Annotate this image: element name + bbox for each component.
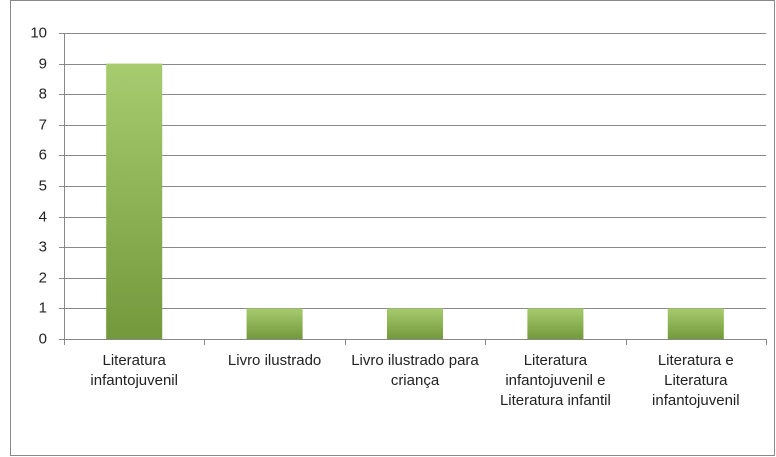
y-tick-label: 3 bbox=[39, 238, 47, 255]
y-tick-label: 8 bbox=[39, 85, 47, 102]
x-tick-label: Literatura infantojuvenil e Literatura i… bbox=[499, 352, 611, 409]
bar-shade bbox=[106, 63, 163, 339]
y-tick-label: 9 bbox=[39, 55, 47, 72]
bar-shade bbox=[667, 308, 724, 339]
x-tick-label: Literatura e Literatura infantojuvenil bbox=[652, 352, 740, 409]
x-tick-label: Livro ilustrado para criança bbox=[351, 352, 479, 389]
x-tick-label: Literatura infantojuvenil bbox=[90, 352, 178, 389]
y-tick-label: 2 bbox=[39, 269, 47, 286]
chart-frame bbox=[10, 0, 775, 456]
bar-shade bbox=[246, 308, 303, 339]
y-tick-label: 1 bbox=[39, 299, 47, 316]
y-tick-label: 0 bbox=[39, 330, 47, 347]
y-tick-label: 6 bbox=[39, 146, 47, 163]
bar-shade bbox=[387, 308, 443, 339]
y-tick-label: 5 bbox=[39, 177, 47, 194]
y-tick-label: 7 bbox=[39, 116, 47, 133]
bar-shade bbox=[527, 308, 584, 339]
x-tick-label: Livro ilustrado bbox=[227, 352, 322, 369]
y-tick-label: 10 bbox=[30, 24, 47, 41]
y-tick-label: 4 bbox=[39, 208, 47, 225]
